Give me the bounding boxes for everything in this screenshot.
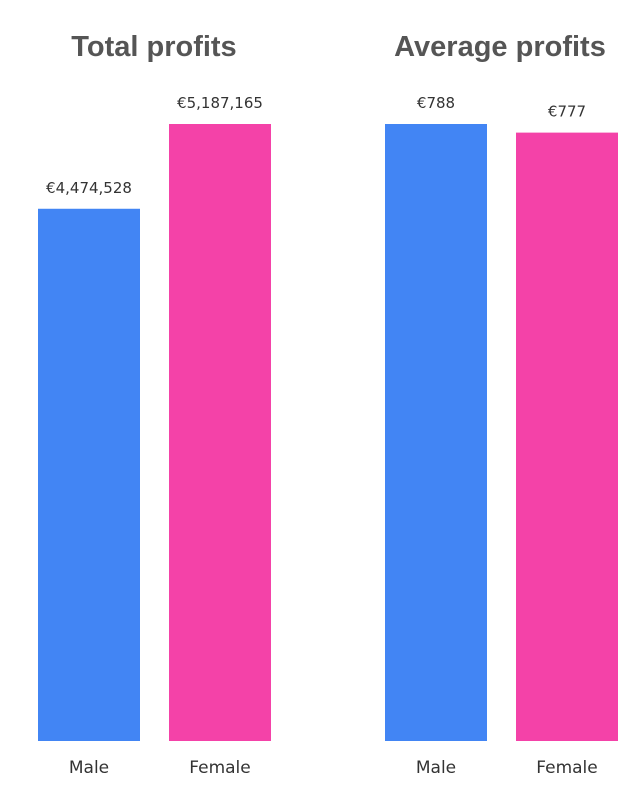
data-label: €4,474,528 (46, 179, 132, 197)
chart-panel-0: Total profits €4,474,528 Male €5,187,165 Fem… (38, 31, 271, 778)
x-tick-label: Female (536, 758, 597, 778)
bar-female (169, 124, 271, 741)
data-label: €788 (417, 94, 455, 112)
bar-male (38, 208, 140, 741)
chart-title: Total profits (71, 31, 236, 63)
data-label: €777 (548, 103, 586, 121)
data-label: €5,187,165 (177, 94, 263, 112)
chart-panel-1: Average profits €788 Male €777 Female (385, 31, 618, 778)
x-tick-label: Male (69, 758, 109, 778)
chart-title: Average profits (394, 31, 606, 63)
x-tick-label: Female (189, 758, 250, 778)
bar-female (516, 132, 618, 742)
x-tick-label: Male (416, 758, 456, 778)
bar-male (385, 124, 487, 741)
